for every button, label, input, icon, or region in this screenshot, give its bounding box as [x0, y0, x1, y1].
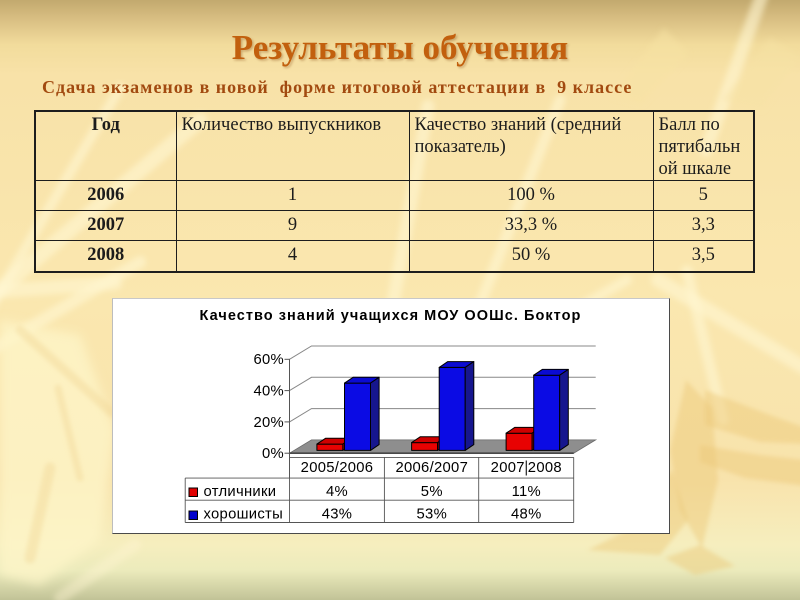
svg-text:60%: 60%	[253, 352, 284, 368]
svg-text:2005/2006: 2005/2006	[301, 460, 374, 476]
svg-text:53%: 53%	[417, 507, 448, 523]
svg-text:40%: 40%	[253, 384, 284, 400]
svg-text:5%: 5%	[421, 484, 443, 500]
svg-text:Качество знаний учащихся МОУ О: Качество знаний учащихся МОУ ООШс. Бокто…	[200, 308, 582, 324]
svg-text:48%: 48%	[511, 507, 542, 523]
svg-text:2006/2007: 2006/2007	[395, 460, 468, 476]
svg-text:43%: 43%	[322, 507, 353, 523]
svg-text:хорошисты: хорошисты	[204, 507, 284, 523]
svg-text:2007: 2007	[491, 460, 525, 476]
svg-text:4%: 4%	[326, 484, 348, 500]
svg-text:11%: 11%	[512, 484, 541, 500]
svg-text:20%: 20%	[253, 415, 284, 431]
svg-text:отличники: отличники	[204, 484, 277, 500]
svg-text:2008: 2008	[528, 460, 562, 476]
svg-text:0%: 0%	[262, 446, 284, 462]
